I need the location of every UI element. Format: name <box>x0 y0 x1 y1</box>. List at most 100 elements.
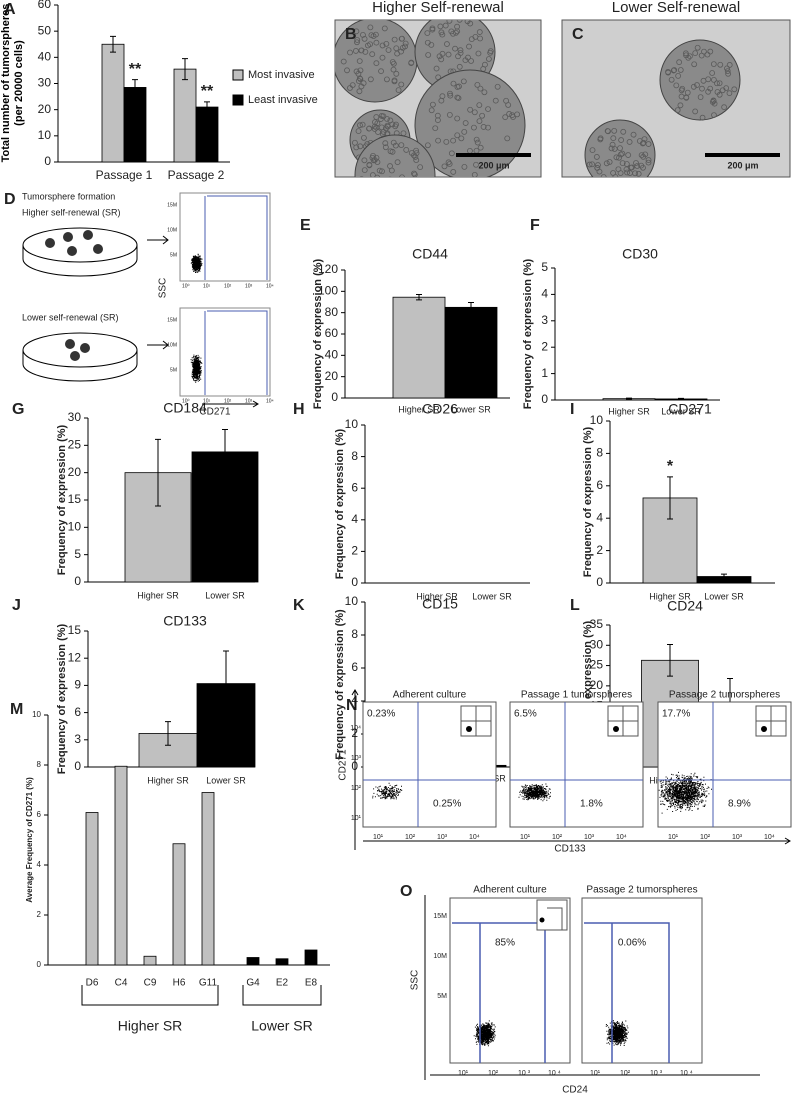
sphere-icon <box>93 244 103 254</box>
error-bar <box>667 476 673 520</box>
tick-label: 15M <box>433 913 447 920</box>
panel-letter: B <box>345 26 357 43</box>
x-tick-label: E2 <box>276 978 289 989</box>
error-bar <box>155 438 161 507</box>
plot-title: Passage 1 tumorspheres <box>521 690 632 701</box>
y-tick-label: 30 <box>38 76 52 90</box>
tick-label: 10² <box>620 1070 631 1077</box>
gate-value: 85% <box>495 938 515 949</box>
tick-label: 10² <box>224 283 232 289</box>
tick-label: 10M <box>167 227 177 233</box>
sphere-icon <box>67 246 77 256</box>
panel-letter: O <box>400 883 412 900</box>
gate <box>204 195 268 280</box>
cell-texture <box>424 78 521 177</box>
y-tick-label: 10 <box>68 520 82 534</box>
tick-label: 10¹ <box>351 815 362 822</box>
tick-label: 5M <box>170 252 177 258</box>
event-cloud <box>473 1020 496 1047</box>
x-tick-label: Lower SR <box>472 591 512 601</box>
chart-title: CD133 <box>163 613 207 629</box>
y-tick-label: 1 <box>541 366 548 380</box>
error-bar <box>667 643 673 677</box>
panel-letter: F <box>530 217 540 234</box>
tick-label: 10M <box>167 342 177 348</box>
y-tick-label: 8 <box>596 446 603 460</box>
y-axis-label: Average Frequency of CD271 (%) <box>25 777 34 903</box>
y-tick-label: 2 <box>596 543 603 557</box>
x-tick-label: Higher SR <box>608 406 650 416</box>
bar <box>246 957 260 966</box>
y-tick-label: 2 <box>351 544 358 558</box>
y-axis-label: Frequency of expression (%) <box>312 258 324 409</box>
y-axis-label: Frequency of expression (%) <box>56 623 68 774</box>
y-tick-label: 0 <box>37 960 42 969</box>
x-tick-label: E8 <box>305 978 318 989</box>
tick-label: 10¹ <box>203 398 211 404</box>
tick-label: 10³ <box>351 755 362 762</box>
arrow <box>147 340 169 350</box>
sphere-icon <box>63 232 73 242</box>
x-tick-label: Higher SR <box>416 591 458 601</box>
arrow <box>147 235 169 245</box>
error-bar <box>110 35 116 53</box>
image-title: Lower Self-renewal <box>612 0 740 16</box>
flow-plot <box>581 897 703 1064</box>
tick-label: 10⁰ <box>182 283 190 289</box>
quadrant-value: 0.23% <box>367 709 395 720</box>
chart-title: CD26 <box>422 401 458 417</box>
y-tick-label: 8 <box>351 449 358 463</box>
scale-bar <box>705 153 780 157</box>
tick-label: 10² <box>405 834 416 841</box>
y-tick-label: 0 <box>596 575 603 589</box>
y-tick-label: 10 <box>345 417 359 431</box>
x-tick-label: Lower SR <box>451 404 491 414</box>
y-tick-label: 6 <box>74 705 81 719</box>
y-tick-label: 10 <box>345 594 359 608</box>
sphere-icon <box>45 238 55 248</box>
error-bar <box>223 650 229 717</box>
y-tick-label: 20 <box>325 369 339 383</box>
y-tick-label: 80 <box>325 305 339 319</box>
y-tick-label: 4 <box>37 860 42 869</box>
tick-label: 10⁰ <box>182 398 190 404</box>
y-tick-label: 30 <box>590 637 604 651</box>
event-cloud <box>518 783 551 802</box>
event-cloud <box>658 771 712 814</box>
axis-label: CD271 <box>338 749 349 781</box>
dish-top <box>22 332 138 368</box>
y-tick-label: 5 <box>541 260 548 274</box>
x-tick-label: G11 <box>199 978 218 989</box>
panel-letter: C <box>572 26 584 43</box>
error-bar <box>626 397 632 400</box>
axis-label: CD133 <box>554 844 586 855</box>
tick-label: 15M <box>167 317 177 323</box>
panel-letter: H <box>293 401 305 418</box>
plot-title: Adherent culture <box>473 885 547 896</box>
tick-label: 10² <box>224 398 232 404</box>
y-tick-label: 0 <box>74 759 81 773</box>
y-tick-label: 50 <box>38 23 52 37</box>
legend-swatch <box>232 69 244 81</box>
bar <box>143 955 157 966</box>
inset <box>755 705 787 737</box>
y-tick-label: 120 <box>318 262 338 276</box>
y-tick-label: 8 <box>351 627 358 641</box>
inset <box>460 705 492 737</box>
x-tick-label: Lower SR <box>661 406 701 416</box>
image-title: Higher Self-renewal <box>372 0 504 16</box>
x-tick-label: Higher SR <box>147 775 189 785</box>
x-tick-label: G4 <box>246 978 260 989</box>
inset-dot <box>466 726 472 732</box>
chart-title: CD24 <box>667 598 703 614</box>
y-tick-label: 6 <box>351 480 358 494</box>
tick-label: 10² <box>700 834 711 841</box>
y-tick-label: 35 <box>590 617 604 631</box>
flow-plot <box>509 701 644 828</box>
inset <box>536 899 568 931</box>
y-tick-label: 4 <box>596 510 603 524</box>
y-tick-label: 6 <box>596 478 603 492</box>
y-axis-label: Frequency of expression (%) <box>334 609 346 760</box>
tick-label: 5M <box>437 993 447 1000</box>
